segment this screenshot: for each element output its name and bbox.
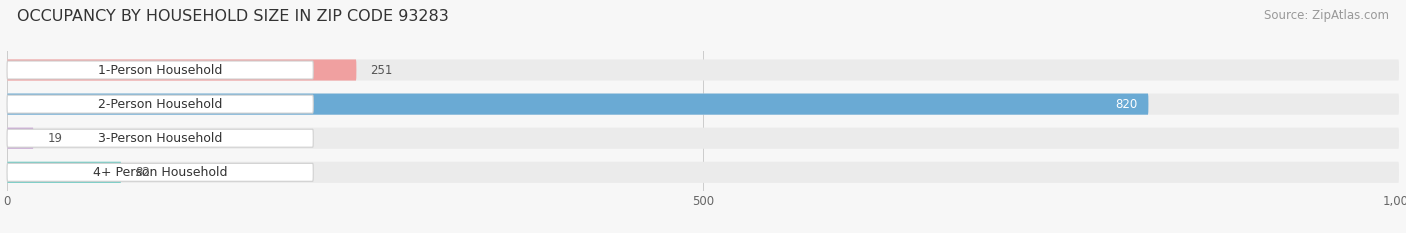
- FancyBboxPatch shape: [7, 128, 1399, 149]
- Text: Source: ZipAtlas.com: Source: ZipAtlas.com: [1264, 9, 1389, 22]
- Text: OCCUPANCY BY HOUSEHOLD SIZE IN ZIP CODE 93283: OCCUPANCY BY HOUSEHOLD SIZE IN ZIP CODE …: [17, 9, 449, 24]
- FancyBboxPatch shape: [7, 95, 314, 113]
- FancyBboxPatch shape: [7, 93, 1149, 115]
- Text: 2-Person Household: 2-Person Household: [98, 98, 222, 111]
- FancyBboxPatch shape: [7, 129, 314, 147]
- FancyBboxPatch shape: [7, 61, 314, 79]
- FancyBboxPatch shape: [7, 162, 1399, 183]
- Text: 251: 251: [370, 64, 392, 76]
- FancyBboxPatch shape: [7, 128, 34, 149]
- Text: 82: 82: [135, 166, 150, 179]
- FancyBboxPatch shape: [7, 59, 356, 81]
- Text: 4+ Person Household: 4+ Person Household: [93, 166, 228, 179]
- Text: 820: 820: [1115, 98, 1137, 111]
- Text: 1-Person Household: 1-Person Household: [98, 64, 222, 76]
- FancyBboxPatch shape: [7, 163, 314, 181]
- Text: 19: 19: [48, 132, 62, 145]
- FancyBboxPatch shape: [7, 93, 1399, 115]
- FancyBboxPatch shape: [7, 59, 1399, 81]
- Text: 3-Person Household: 3-Person Household: [98, 132, 222, 145]
- FancyBboxPatch shape: [7, 162, 121, 183]
